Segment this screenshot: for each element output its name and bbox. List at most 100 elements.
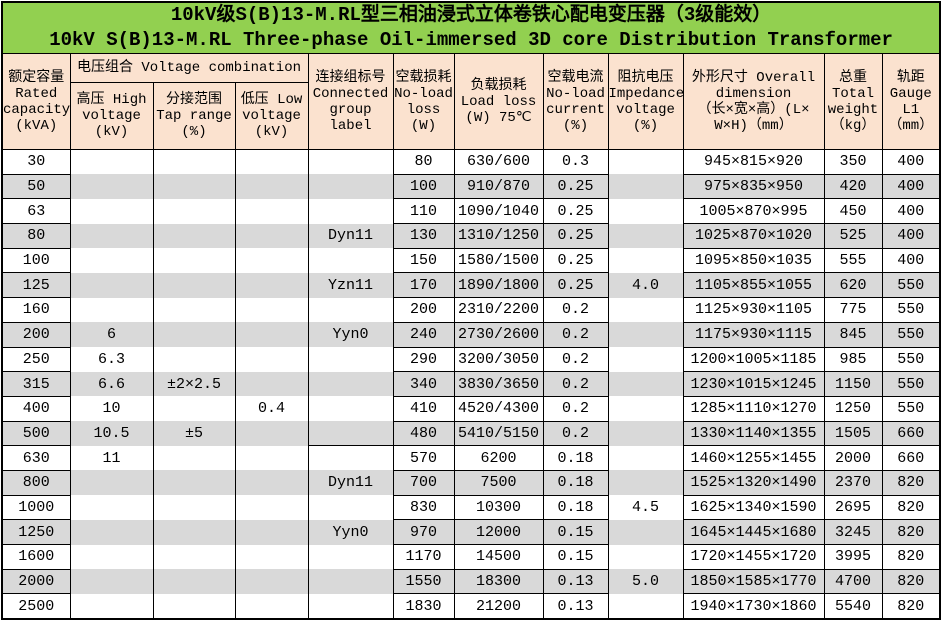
cell-load-loss: 1580/1500	[453, 247, 544, 274]
cell-rated-capacity: 800	[1, 469, 71, 496]
cell-high-voltage: 10	[69, 396, 154, 422]
cell-total-weight: 985	[823, 346, 883, 373]
cell-low-voltage	[234, 174, 309, 199]
col-header-load-loss: 负载损耗 Load loss (W) 75℃	[453, 53, 544, 150]
cell-no-load-current: 0.25	[542, 223, 609, 249]
cell-connected-group	[307, 149, 394, 175]
cell-tap-range	[152, 519, 236, 545]
cell-gauge: 550	[881, 321, 941, 348]
cell-no-load-current: 0.25	[542, 272, 609, 299]
table-row: 2000 1550 18300 0.13 5.0 1850×1585×1770 4700 82…	[1, 568, 941, 595]
cell-high-voltage	[69, 174, 154, 199]
cell-total-weight: 1150	[823, 371, 883, 397]
cell-connected-group	[307, 174, 394, 199]
cell-overall-dimension: 1460×1255×1455	[682, 445, 825, 471]
cell-connected-group	[307, 371, 394, 397]
table-row: 250 6.3 290 3200/3050 0.2 1200×1005×1185 985 55…	[1, 346, 941, 373]
cell-overall-dimension: 1025×870×1020	[682, 223, 825, 249]
cell-no-load-loss: 340	[392, 371, 455, 397]
cell-overall-dimension: 1175×930×1115	[682, 321, 825, 348]
cell-rated-capacity: 50	[1, 173, 71, 200]
cell-rated-capacity: 250	[1, 346, 71, 373]
col-header-low-voltage: 低压 Low voltage (kV)	[234, 82, 309, 150]
cell-tap-range: ±2×2.5	[152, 371, 236, 397]
cell-overall-dimension: 1625×1340×1590	[682, 494, 825, 521]
cell-overall-dimension: 975×835×950	[682, 173, 825, 200]
cell-total-weight: 620	[823, 272, 883, 299]
cell-tap-range	[152, 470, 236, 496]
cell-total-weight: 2695	[823, 494, 883, 521]
cell-overall-dimension: 1105×855×1055	[682, 272, 825, 299]
table-title: 10kV级S(B)13-M.RL型三相油浸式立体卷铁心配电变压器（3级能效） 1…	[1, 1, 941, 54]
cell-no-load-loss: 970	[392, 519, 455, 545]
cell-high-voltage	[69, 198, 154, 224]
cell-total-weight: 3245	[823, 519, 883, 545]
cell-rated-capacity: 2500	[1, 593, 71, 620]
cell-no-load-loss: 410	[392, 395, 455, 422]
cell-gauge: 550	[881, 272, 941, 299]
cell-no-load-current: 0.15	[542, 519, 609, 545]
cell-low-voltage	[234, 421, 309, 446]
cell-gauge: 400	[881, 149, 941, 175]
table-row: 1250 Yyn0 970 12000 0.15 1645×1445×1680 3245 82…	[1, 519, 941, 545]
cell-overall-dimension: 1525×1320×1490	[682, 469, 825, 496]
cell-overall-dimension: 945×815×920	[682, 149, 825, 175]
cell-overall-dimension: 1125×930×1105	[682, 297, 825, 323]
cell-no-load-loss: 240	[392, 321, 455, 348]
cell-load-loss: 18300	[453, 568, 544, 595]
cell-load-loss: 1890/1800	[453, 272, 544, 299]
cell-total-weight: 1505	[823, 420, 883, 447]
cell-high-voltage	[69, 470, 154, 496]
cell-high-voltage	[69, 519, 154, 545]
cell-tap-range	[152, 149, 236, 175]
cell-connected-group: Yyn0	[307, 322, 394, 347]
cell-connected-group: Dyn11	[307, 223, 394, 249]
cell-impedance-voltage: 4.5	[607, 495, 684, 520]
cell-low-voltage	[234, 569, 309, 594]
cell-connected-group	[307, 396, 394, 422]
cell-tap-range	[152, 569, 236, 594]
cell-low-voltage	[234, 198, 309, 224]
cell-no-load-loss: 480	[392, 420, 455, 447]
cell-high-voltage	[69, 569, 154, 594]
cell-load-loss: 7500	[453, 469, 544, 496]
cell-impedance-voltage	[607, 248, 684, 273]
cell-overall-dimension: 1230×1015×1245	[682, 371, 825, 397]
cell-tap-range	[152, 593, 236, 620]
cell-connected-group	[307, 248, 394, 273]
table-row: 30 80 630/600 0.3 945×815×920 350 400	[1, 149, 941, 175]
cell-overall-dimension: 1005×870×995	[682, 198, 825, 225]
cell-impedance-voltage	[607, 371, 684, 397]
cell-overall-dimension: 1850×1585×1770	[682, 568, 825, 595]
cell-gauge: 820	[881, 568, 941, 595]
cell-connected-group: Yyn0	[307, 519, 394, 545]
col-header-no-load-current: 空载电流 No-load current (%)	[542, 53, 609, 150]
cell-total-weight: 420	[823, 173, 883, 200]
cell-load-loss: 910/870	[453, 173, 544, 200]
cell-rated-capacity: 1600	[1, 544, 71, 570]
cell-impedance-voltage	[607, 544, 684, 570]
cell-total-weight: 5540	[823, 593, 883, 620]
cell-load-loss: 12000	[453, 519, 544, 545]
cell-tap-range	[152, 495, 236, 520]
cell-high-voltage	[69, 495, 154, 520]
cell-high-voltage: 6	[69, 322, 154, 347]
table-body: 30 80 630/600 0.3 945×815×920 350 400 50 100 910/…	[1, 149, 941, 620]
cell-load-loss: 21200	[453, 593, 544, 620]
cell-tap-range	[152, 174, 236, 199]
cell-connected-group	[307, 544, 394, 570]
cell-no-load-loss: 130	[392, 223, 455, 249]
cell-tap-range	[152, 544, 236, 570]
cell-tap-range	[152, 347, 236, 372]
title-row: 10kV级S(B)13-M.RL型三相油浸式立体卷铁心配电变压器（3级能效） 1…	[1, 1, 941, 54]
cell-no-load-loss: 290	[392, 346, 455, 373]
cell-total-weight: 845	[823, 321, 883, 348]
cell-high-voltage	[69, 248, 154, 273]
col-header-voltage-combination: 电压组合 Voltage combination	[69, 53, 309, 83]
cell-low-voltage	[234, 371, 309, 397]
cell-impedance-voltage: 5.0	[607, 569, 684, 594]
cell-high-voltage: 10.5	[69, 421, 154, 446]
cell-impedance-voltage	[607, 198, 684, 224]
table-row: 500 10.5 ±5 480 5410/5150 0.2 1330×1140×1355 15…	[1, 420, 941, 447]
cell-impedance-voltage	[607, 347, 684, 372]
